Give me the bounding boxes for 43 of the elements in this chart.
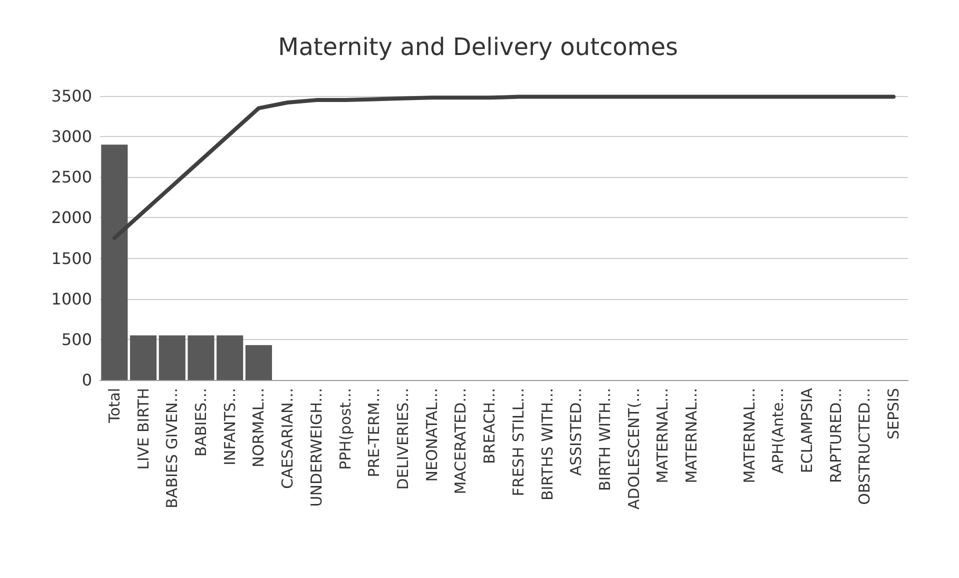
x-tick-label: Total	[105, 388, 124, 424]
bar	[216, 335, 244, 380]
bar	[130, 335, 157, 380]
x-tick-label: CAESARIAN...	[278, 388, 297, 489]
x-tick-label: MACERATED...	[452, 388, 470, 494]
x-tick-label: BABIES...	[192, 388, 210, 457]
y-tick-label: 3500	[51, 86, 92, 106]
x-tick-label: MATERNAL...	[682, 388, 701, 484]
y-tick-label: 500	[61, 330, 92, 349]
x-tick-label: APH(Ante...	[769, 388, 788, 474]
x-tick-label: ASSISTED...	[567, 388, 586, 476]
x-tick-label: SEPSIS	[884, 388, 903, 440]
x-tick-label: BIRTH WITH...	[596, 388, 614, 491]
x-tick-label: BREACH...	[480, 388, 499, 464]
y-tick-label: 3000	[51, 127, 92, 146]
x-tick-label: ADOLESCENT(...	[624, 388, 643, 510]
x-tick-label: PRE-TERM...	[365, 388, 384, 478]
x-tick-label: FRESH STILL...	[509, 388, 528, 496]
x-tick-label: NEONATAL...	[422, 388, 441, 482]
x-tick-label: DELIVERIES...	[394, 388, 412, 490]
x-tick-label: BIRTHS WITH...	[538, 388, 556, 501]
bar	[188, 335, 214, 380]
x-tick-label: ECLAMPSIA	[798, 387, 816, 474]
x-tick-label: INFANTS...	[220, 388, 239, 466]
x-tick-label: PPH(post...	[336, 388, 354, 470]
y-tick-label: 2500	[51, 168, 92, 187]
bar	[245, 345, 272, 380]
chart-title: Maternity and Delivery outcomes	[278, 33, 678, 61]
bar	[101, 144, 128, 380]
y-tick-label: 1000	[51, 289, 92, 308]
x-tick-label: BABIES GIVEN...	[163, 388, 182, 508]
x-tick-label: MATERNAL...	[654, 388, 672, 484]
y-tick-label: 1500	[51, 248, 92, 268]
x-tick-label: NORMAL...	[250, 388, 268, 468]
y-tick-label: 2000	[51, 208, 92, 228]
x-tick-label: RAPTURED...	[826, 388, 845, 484]
x-tick-label: UNDERWEIGH...	[307, 388, 326, 507]
y-tick-label: 0	[82, 370, 92, 390]
x-tick-label: OBSTRUCTED...	[856, 388, 874, 505]
line-series	[112, 94, 896, 240]
bar	[158, 335, 186, 380]
x-tick-label: LIVE BIRTH	[134, 388, 152, 470]
x-tick-label: MATERNAL...	[740, 388, 758, 484]
